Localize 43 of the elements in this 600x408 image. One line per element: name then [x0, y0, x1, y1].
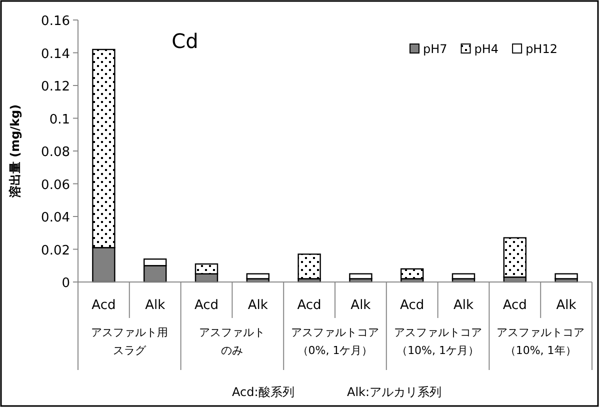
text: アスファルト用: [90, 326, 168, 339]
text: アスファルトコア: [496, 326, 585, 339]
bar: [554, 273, 578, 280]
text: （0%, 1ケ月）: [297, 344, 373, 357]
legend-label: pH4: [474, 42, 499, 56]
y-tick-label: 0.14: [41, 46, 70, 62]
y-tick-label: 0: [62, 276, 70, 291]
x-tick-label: Alk: [248, 298, 268, 313]
bar: [349, 273, 372, 280]
y-tick-label: 0.12: [41, 80, 70, 94]
x-tick-label: Alk: [556, 298, 577, 313]
text: アスファルトコア: [291, 326, 379, 339]
bar: [452, 273, 476, 280]
y-tick-label: 0.16: [41, 14, 70, 29]
text: Alk:アルカリ系列: [347, 385, 442, 399]
y-tick-label: 0.02: [41, 243, 70, 258]
text: （10%, 1ケ月）: [396, 344, 480, 357]
bar: [503, 237, 526, 278]
y-axis-title: 溶出量 (mg/kg): [8, 104, 22, 199]
y-tick-label: 0.04: [41, 210, 70, 226]
bar: [400, 268, 424, 280]
bar: [246, 273, 270, 280]
text: スラグ: [112, 344, 147, 357]
x-tick-label: Acd: [92, 298, 116, 313]
x-tick-label: Acd: [502, 298, 527, 313]
text: のみ: [221, 344, 244, 357]
x-tick-label: Alk: [453, 298, 474, 313]
x-tick-label: Alk: [350, 298, 372, 313]
text: アスファルトコア: [394, 326, 482, 339]
x-tick-label: Acd: [297, 298, 322, 313]
x-tick-label: Acd: [400, 298, 424, 313]
y-tick-label: 0.08: [41, 145, 70, 160]
y-tick-label: 0.1: [49, 112, 70, 128]
legend-label: pH7: [423, 42, 448, 56]
text: Cd: [172, 29, 198, 53]
text: Acd:酸系列: [232, 385, 294, 399]
text: アスファルト: [199, 326, 266, 339]
x-tick-label: Acd: [194, 298, 219, 313]
text: （10%, 1年）: [504, 344, 576, 357]
bar: [298, 254, 321, 280]
y-tick-label: 0.06: [41, 178, 70, 193]
x-tick-label: Alk: [145, 298, 166, 313]
legend-label: pH12: [526, 42, 558, 56]
